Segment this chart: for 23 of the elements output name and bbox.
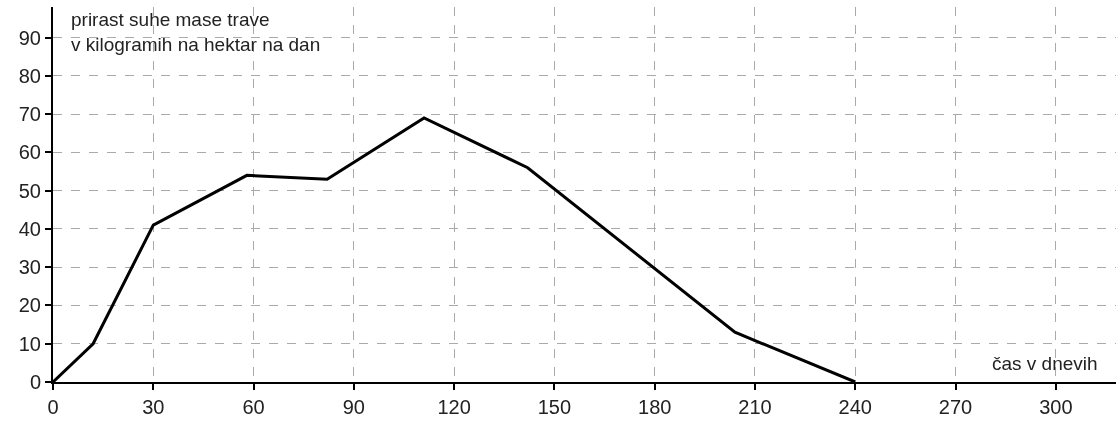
y-tick-label: 80 bbox=[18, 64, 41, 87]
x-tick-label: 180 bbox=[638, 396, 672, 418]
x-tick-label: 0 bbox=[47, 396, 59, 418]
y-tick-label: 70 bbox=[18, 103, 41, 126]
x-tick-label: 300 bbox=[1039, 396, 1073, 418]
x-tick-label: 210 bbox=[738, 396, 772, 418]
y-axis-title: prirast suhe mase trave v kilogramih na hektar na dan bbox=[71, 9, 321, 55]
y-tick-label: 50 bbox=[18, 179, 41, 202]
x-axis-title: čas v dnevih bbox=[992, 353, 1098, 374]
y-tick-label: 90 bbox=[18, 26, 41, 49]
x-tick-label: 90 bbox=[342, 396, 365, 418]
y-tick-label: 0 bbox=[29, 371, 41, 393]
y-tick-label: 10 bbox=[18, 332, 41, 355]
y-tick-label: 60 bbox=[18, 141, 41, 164]
x-tick-label: 120 bbox=[437, 396, 471, 418]
y-tick-label: 20 bbox=[18, 294, 41, 317]
y-tick-label: 40 bbox=[18, 217, 41, 240]
x-tick-label: 240 bbox=[838, 396, 872, 418]
x-tick-label: 150 bbox=[537, 396, 572, 418]
x-tick-label: 270 bbox=[938, 396, 973, 418]
x-tick-label: 30 bbox=[142, 396, 165, 418]
x-tick-label: 60 bbox=[242, 396, 265, 418]
y-tick-label: 30 bbox=[18, 256, 41, 279]
